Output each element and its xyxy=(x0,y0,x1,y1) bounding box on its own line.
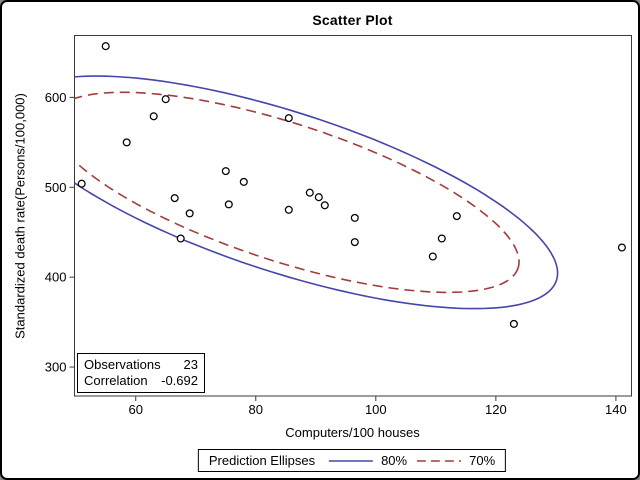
y-tick-label: 400 xyxy=(45,270,67,285)
scatter-point xyxy=(452,212,461,221)
x-tick-label: 100 xyxy=(365,402,387,417)
scatter-point xyxy=(122,138,131,147)
legend-line-dashed-icon xyxy=(416,458,462,464)
stats-label: Correlation xyxy=(84,373,148,388)
chart-title: Scatter Plot xyxy=(312,12,393,28)
scatter-point xyxy=(161,95,170,104)
scatter-point xyxy=(149,112,158,121)
scatter-point xyxy=(320,201,329,210)
legend-entry-80: 80% xyxy=(328,453,407,468)
x-tick-label: 120 xyxy=(485,402,507,417)
x-tick-label: 80 xyxy=(249,402,263,417)
stats-inset: Observations 23 Correlation -0.692 xyxy=(77,353,205,393)
stats-label: Observations xyxy=(84,357,161,372)
x-tick-label: 140 xyxy=(605,402,627,417)
scatter-point xyxy=(509,319,518,328)
scatter-point xyxy=(239,177,248,186)
y-tick-label: 300 xyxy=(45,360,67,375)
scatter-point xyxy=(617,243,626,252)
scatter-point xyxy=(305,188,314,197)
stats-row-correlation: Correlation -0.692 xyxy=(84,373,198,389)
plot-frame xyxy=(74,35,632,397)
legend: Prediction Ellipses 80% 70% xyxy=(197,449,507,472)
y-tick-label: 500 xyxy=(45,180,67,195)
legend-entry-70: 70% xyxy=(416,453,495,468)
y-tick-label: 600 xyxy=(45,90,67,105)
stats-value: 23 xyxy=(183,357,198,372)
x-axis-label: Computers/100 houses xyxy=(285,425,420,440)
stats-row-observations: Observations 23 xyxy=(84,357,198,373)
scatter-point xyxy=(176,234,185,243)
scatter-point xyxy=(428,252,437,261)
ellipse-layer xyxy=(74,75,559,310)
scatter-point xyxy=(224,200,233,209)
scatter-point xyxy=(101,42,110,51)
scatter-point xyxy=(284,114,293,123)
prediction-ellipse-70% xyxy=(74,91,520,294)
stats-value: -0.692 xyxy=(161,373,198,388)
x-tick-label: 60 xyxy=(128,402,142,417)
scatter-point xyxy=(77,179,86,188)
scatter-point xyxy=(350,213,359,222)
scatter-point xyxy=(314,193,323,202)
legend-title: Prediction Ellipses xyxy=(208,453,316,468)
legend-line-solid-icon xyxy=(328,458,374,464)
prediction-ellipse-80% xyxy=(74,75,559,310)
scatter-point xyxy=(284,205,293,214)
scatter-point xyxy=(221,167,230,176)
scatter-point xyxy=(170,194,179,203)
scatter-point xyxy=(437,234,446,243)
legend-entry-label: 70% xyxy=(469,453,496,468)
y-axis-label: Standardized death rate(Persons/100,000) xyxy=(12,93,28,339)
legend-entry-label: 80% xyxy=(381,453,408,468)
scatter-point xyxy=(350,238,359,247)
scatter-point xyxy=(185,209,194,218)
